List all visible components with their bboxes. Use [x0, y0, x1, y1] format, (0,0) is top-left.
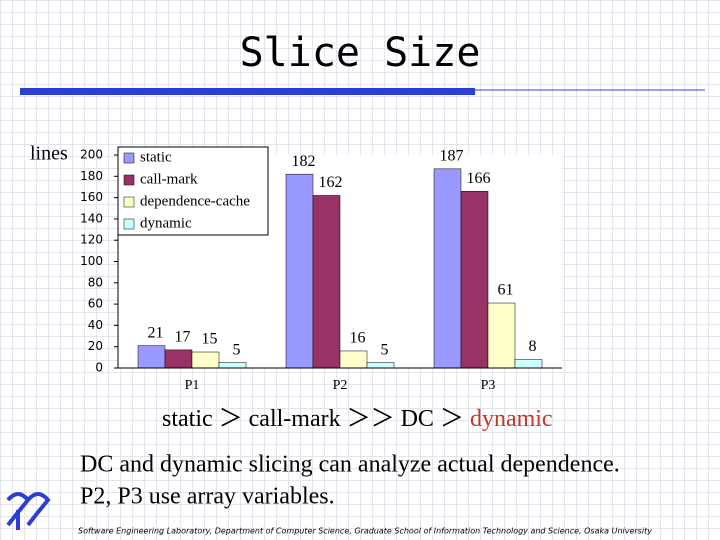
- data-label: 16: [350, 330, 366, 347]
- bar: [137, 345, 166, 369]
- data-label: 162: [319, 174, 343, 191]
- y-tick-label: 60: [88, 297, 103, 311]
- bar: [366, 362, 395, 369]
- bar: [339, 350, 368, 369]
- slide-title: Slice Size: [240, 30, 481, 76]
- bar: [514, 359, 543, 369]
- bar: [312, 195, 341, 369]
- x-tick-label: P1: [185, 378, 200, 393]
- bar: [285, 173, 314, 369]
- data-label: 21: [148, 324, 164, 341]
- y-tick-label: 120: [80, 233, 103, 247]
- y-tick-label: 180: [80, 169, 103, 183]
- legend-swatch: [123, 174, 135, 186]
- bar: [218, 362, 247, 369]
- y-tick-label: 200: [80, 148, 103, 162]
- data-label: 166: [467, 170, 491, 187]
- body-line: DC and dynamic slicing can analyze actua…: [80, 452, 620, 478]
- data-label: 17: [175, 329, 191, 346]
- legend-label: static: [140, 149, 172, 165]
- data-label: 5: [381, 341, 389, 358]
- bar: [191, 351, 220, 369]
- data-label: 15: [202, 331, 218, 348]
- legend-label: dependence-cache: [140, 193, 250, 209]
- bar: [460, 190, 489, 369]
- logo: [6, 492, 51, 530]
- x-tick-label: P3: [481, 378, 496, 393]
- bar: [433, 168, 462, 369]
- bar: [487, 302, 516, 369]
- comparison-text: static ＞ call-mark ＞＞ DC ＞: [162, 406, 464, 432]
- x-tick-label: P2: [333, 378, 348, 393]
- y-tick-label: 100: [80, 254, 103, 268]
- title-bar: [20, 88, 475, 95]
- legend-box: [117, 146, 269, 236]
- data-label: 8: [529, 338, 537, 355]
- legend-swatch: [123, 152, 135, 164]
- comparison-highlight: dynamic: [470, 406, 553, 432]
- data-label: 187: [440, 148, 464, 165]
- comparison: static ＞ call-mark ＞＞ DC ＞ dynamic: [162, 406, 553, 432]
- bar: [164, 349, 193, 369]
- y-tick-label: 160: [80, 190, 103, 204]
- legend-label: call-mark: [140, 171, 198, 187]
- y-tick-label: 0: [95, 361, 103, 375]
- y-axis-label: lines: [30, 143, 68, 165]
- footer: Software Engineering Laboratory, Departm…: [78, 527, 652, 536]
- data-label: 182: [292, 153, 316, 170]
- y-tick-label: 80: [88, 275, 103, 289]
- body-line: P2, P3 use array variables.: [80, 484, 335, 510]
- legend-label: dynamic: [140, 215, 192, 231]
- legend-swatch: [123, 218, 135, 230]
- data-label: 61: [498, 282, 514, 299]
- legend-swatch: [123, 196, 135, 208]
- data-label: 5: [233, 341, 241, 358]
- y-tick-label: 40: [88, 318, 103, 332]
- y-tick-label: 140: [80, 211, 103, 225]
- y-tick-label: 20: [88, 339, 103, 353]
